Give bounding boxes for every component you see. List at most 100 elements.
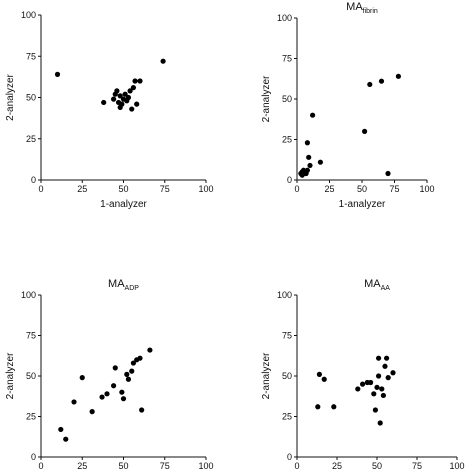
data-point	[317, 159, 323, 165]
data-point	[321, 376, 327, 382]
data-point	[117, 93, 123, 99]
data-point	[371, 391, 377, 397]
x-tick-label: 75	[160, 461, 170, 471]
data-point	[125, 376, 132, 382]
y-tick-label: 50	[282, 94, 292, 104]
x-tick-label: 100	[449, 461, 464, 471]
panel-title-main: MA	[346, 1, 363, 13]
data-point	[382, 363, 388, 369]
data-point	[160, 58, 166, 64]
data-point	[147, 347, 153, 353]
x-axis-label: 1-analyzer	[100, 199, 147, 210]
data-point	[385, 170, 391, 177]
data-point	[119, 101, 125, 107]
panel-title-subscript: ADP	[125, 285, 140, 292]
data-point	[304, 140, 310, 146]
data-point	[372, 407, 378, 413]
y-tick-label: 50	[26, 371, 36, 381]
x-tick-label: 50	[357, 184, 367, 194]
data-point	[306, 154, 312, 160]
x-tick-label: 0	[294, 184, 299, 194]
data-point	[111, 96, 117, 102]
y-axis-label: 2-analyzer	[261, 352, 272, 399]
y-tick-label: 75	[26, 331, 36, 341]
y-tick-label: 50	[26, 93, 36, 103]
x-axis-label: 1-analyzer	[339, 199, 386, 210]
data-point	[362, 128, 368, 134]
data-point	[139, 407, 145, 413]
data-point	[54, 71, 61, 77]
data-point	[79, 375, 85, 381]
data-point	[380, 392, 386, 399]
data-point	[137, 78, 143, 84]
data-point	[355, 386, 361, 392]
x-tick-label: 75	[389, 184, 399, 194]
x-tick-label: 25	[332, 461, 342, 471]
scatter-panel-3: 0 25 50 75 100 0 25 50 75 100 2-analyzer MAADP	[5, 278, 214, 471]
x-tick-label: 25	[324, 184, 334, 194]
data-point	[120, 396, 127, 402]
x-tick-label: 0	[38, 461, 43, 471]
x-tick-label: 0	[38, 184, 43, 194]
data-point	[134, 101, 140, 107]
data-point	[395, 73, 401, 79]
data-point	[331, 404, 337, 410]
data-point	[114, 88, 120, 94]
data-point	[377, 420, 383, 426]
y-tick-label: 0	[31, 175, 36, 185]
y-tick-label: 0	[287, 175, 292, 185]
y-tick-label: 0	[31, 452, 36, 462]
data-point	[360, 381, 366, 387]
panel-title-subscript: fibrin	[363, 8, 378, 15]
data-point	[122, 91, 128, 97]
data-point	[58, 426, 64, 433]
scatter-panel-4: 0 25 50 75 100 0 25 50 75 100 2-analyzer MAAA	[261, 278, 465, 471]
panel-title: MAAA	[364, 278, 390, 292]
y-tick-label: 25	[26, 412, 36, 422]
x-tick-label: 100	[198, 184, 213, 194]
y-tick-label: 100	[277, 13, 292, 23]
x-tick-label: 50	[372, 461, 382, 471]
data-point	[130, 85, 136, 91]
data-point	[132, 78, 138, 84]
data-point	[307, 162, 313, 169]
data-point	[379, 386, 385, 392]
data-point	[101, 99, 107, 106]
y-tick-label: 75	[282, 54, 292, 64]
data-point	[89, 409, 95, 415]
data-point	[384, 355, 390, 361]
panel-title-main: MA	[364, 278, 381, 290]
data-point	[376, 373, 382, 379]
data-point	[130, 360, 136, 366]
data-point	[390, 370, 396, 376]
y-tick-label: 25	[282, 135, 292, 145]
data-point	[119, 389, 125, 395]
y-tick-label: 0	[287, 452, 292, 462]
data-point	[111, 383, 117, 389]
y-axis-label: 2-analyzer	[261, 75, 272, 122]
data-point	[316, 371, 322, 377]
data-point	[376, 355, 382, 361]
data-point	[367, 81, 373, 88]
data-point	[71, 399, 77, 405]
data-point	[125, 94, 132, 101]
y-tick-label: 75	[282, 331, 292, 341]
data-point	[378, 78, 385, 84]
y-tick-label: 100	[21, 10, 36, 20]
x-tick-label: 50	[118, 461, 128, 471]
x-tick-label: 50	[118, 184, 128, 194]
x-tick-label: 75	[412, 461, 422, 471]
data-point	[129, 368, 135, 374]
data-point	[99, 394, 105, 400]
y-tick-label: 25	[26, 134, 36, 144]
data-point	[104, 391, 110, 397]
y-tick-label: 75	[26, 51, 36, 61]
data-point	[127, 88, 133, 94]
y-tick-label: 100	[277, 290, 292, 300]
data-point	[315, 404, 321, 410]
panel-title-subscript: AA	[381, 285, 391, 292]
panel-title: MAfibrin	[346, 1, 378, 15]
data-point	[63, 436, 69, 442]
x-tick-label: 25	[77, 461, 87, 471]
